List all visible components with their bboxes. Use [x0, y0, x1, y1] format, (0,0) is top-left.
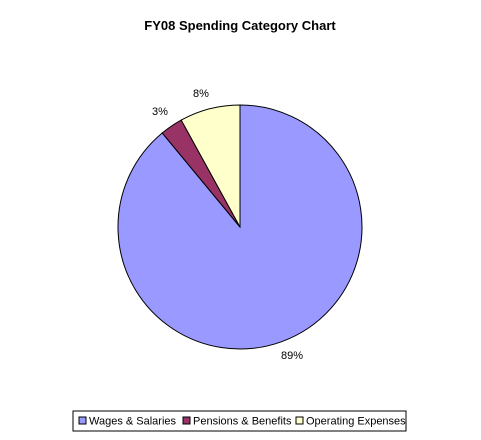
legend-frame — [72, 410, 407, 432]
legend-label-operating-expenses: Operating Expenses — [306, 416, 406, 428]
slice-label-operating-expenses: 8% — [193, 88, 209, 100]
legend: Wages & Salaries Pensions & Benefits Opera… — [72, 410, 407, 432]
pie-slice-operating-expenses — [180, 104, 241, 228]
legend-label-pensions-benefits: Pensions & Benefits — [193, 416, 292, 428]
slice-labels: 89% 3% 8% — [152, 88, 303, 362]
legend-swatch-operating-expenses — [295, 416, 304, 425]
chart-title: FY08 Spending Category Chart — [144, 18, 336, 33]
legend-swatch-wages-salaries — [78, 416, 87, 425]
pie-slices — [117, 104, 363, 350]
legend-label-wages-salaries: Wages & Salaries — [89, 416, 177, 428]
legend-items: Wages & Salaries Pensions & Benefits Opera… — [78, 416, 406, 428]
legend-swatch-pensions-benefits — [182, 416, 191, 425]
slice-label-wages-salaries: 89% — [281, 350, 303, 362]
slice-label-pensions-benefits: 3% — [152, 106, 168, 118]
